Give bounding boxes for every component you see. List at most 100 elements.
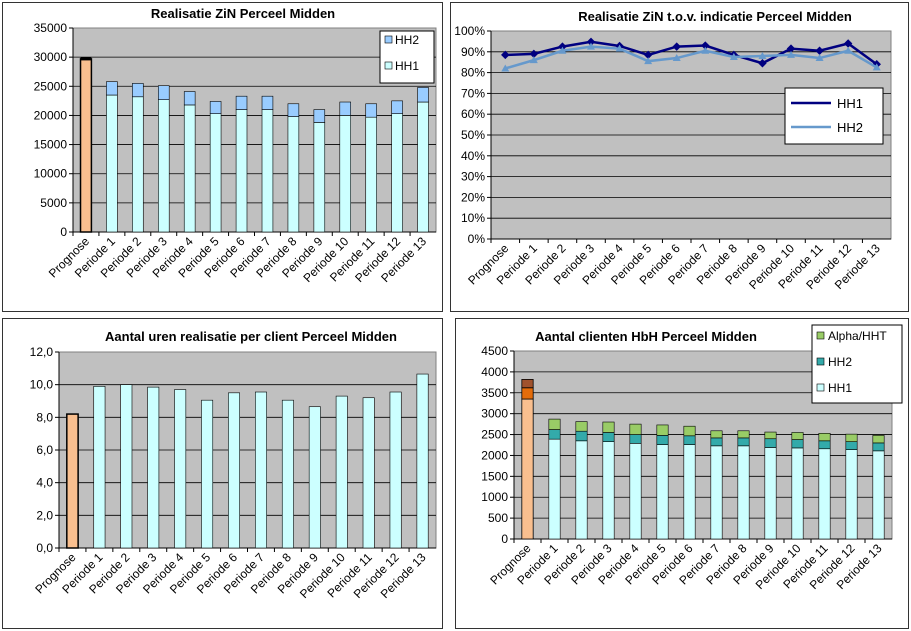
y-tick-label: 100% [454,24,485,38]
point-hh2 [701,46,710,54]
bar-hh1 [818,448,831,540]
point-hh1 [672,42,681,51]
bar-hh2 [132,83,144,98]
y-tick-label: 10,0 [30,378,54,392]
y-tick-label: 0 [60,225,67,239]
y-tick-label: 20% [461,190,485,204]
bar-hh1 [737,445,750,540]
bar-hh1 [261,109,274,233]
bar-hh1 [845,449,858,540]
bar-hh2 [235,95,248,110]
point-hh2 [529,56,538,64]
y-tick-label: 0% [468,232,486,246]
chart-uren-per-client-svg: Aantal uren realisatie per client Percee… [30,329,437,601]
series-line-hh2 [504,45,878,70]
point-hh1 [558,42,567,51]
series-line-hh1 [505,40,878,66]
y-tick-label: 3000 [481,407,508,421]
bar-hh2 [287,103,300,117]
legend-label-hh1: HH1 [395,59,419,73]
point-hh2 [815,54,824,62]
point-hh2 [644,57,653,65]
y-tick-label: 35000 [34,21,68,35]
bar-periode [93,386,106,549]
y-tick-label: 4,0 [36,476,53,490]
y-tick-label: 5000 [40,196,67,210]
bar-periode [147,386,160,549]
point-hh2 [587,42,595,50]
point-hh2 [844,46,853,54]
bar-hh2 [548,429,561,440]
bar-alpha-hht [656,424,669,436]
y-tick-label: 3500 [481,386,508,400]
bar-hh1 [339,115,351,233]
chart-title: Realisatie ZiN Perceel Midden [151,6,335,21]
bar-alpha-hht [710,430,723,439]
bar-hh2 [710,437,723,447]
bar-prognose-segment [521,387,534,400]
y-tick-label: 2,0 [36,508,53,522]
y-tick-label: 2500 [481,428,508,442]
point-hh1 [815,46,824,56]
bar-periode [335,395,348,549]
bar-periode [281,399,294,549]
bar-alpha-hht [791,432,804,440]
legend-swatch [816,357,825,366]
bar-hh1 [365,116,377,233]
y-tick-label: 10000 [34,167,68,181]
bar-hh2 [365,103,377,118]
point-hh1 [843,39,853,48]
chart-clienten-hbh: Aantal clienten HbH Perceel Midden 0 500 10… [455,318,909,629]
bar-periode [228,392,240,549]
bar-hh2 [656,435,669,445]
bar-hh2 [575,430,588,442]
bar-hh1 [683,444,696,540]
legend-label-hh2: HH2 [837,120,863,135]
y-tick-label: 4500 [481,344,508,358]
point-hh1 [529,49,539,59]
legend-label: Alpha/HHT [828,329,887,343]
legend-swatch [816,383,825,392]
bar-hh1 [183,104,196,233]
chart-title: Aantal clienten HbH Perceel Midden [535,329,757,344]
bar-hh1 [417,101,429,233]
y-tick-label: 10% [461,211,485,225]
bar-hh2 [629,434,642,444]
bar-alpha-hht [845,433,858,442]
point-hh1 [643,50,653,60]
y-tick-label: 70% [461,86,485,100]
legend-label-hh1: HH1 [837,96,863,111]
bar-hh2 [209,101,222,114]
bar-hh1 [235,109,248,233]
bar-hh2 [818,440,831,450]
bar-hh2 [417,87,429,103]
point-hh2 [615,44,624,52]
y-tick-label: 2000 [481,448,508,462]
bar-hh2 [737,437,750,447]
point-hh2 [729,53,738,60]
bar-hh1 [158,99,170,233]
y-tick-label: 1000 [481,490,508,504]
y-tick-label: 6,0 [36,443,53,457]
bar-hh1 [132,96,144,233]
legend-box [784,87,884,145]
chart-realisatie-indicatie-svg: Realisatie ZiN t.o.v. indicatie Perceel … [454,9,892,292]
bar-alpha-hht [683,425,696,437]
y-tick-label: 0 [501,532,508,546]
bar-hh2 [261,95,274,110]
y-tick-label: 20000 [34,108,68,122]
bar-hh1 [106,94,118,233]
bar-hh2 [872,442,885,452]
bar-periode [362,397,375,549]
bar-prognose-segment [521,379,534,389]
bar-prognose [66,413,79,549]
y-tick-label: 1500 [481,469,508,483]
bar-prognose [79,58,93,233]
chart-title: Aantal uren realisatie per client Percee… [105,329,397,344]
chart-title: Realisatie ZiN t.o.v. indicatie Perceel … [578,9,852,24]
bar-hh2 [845,441,858,450]
point-hh2 [501,64,510,72]
bar-hh1 [656,444,669,540]
bar-hh2 [764,438,777,448]
y-tick-label: 40% [461,149,485,163]
